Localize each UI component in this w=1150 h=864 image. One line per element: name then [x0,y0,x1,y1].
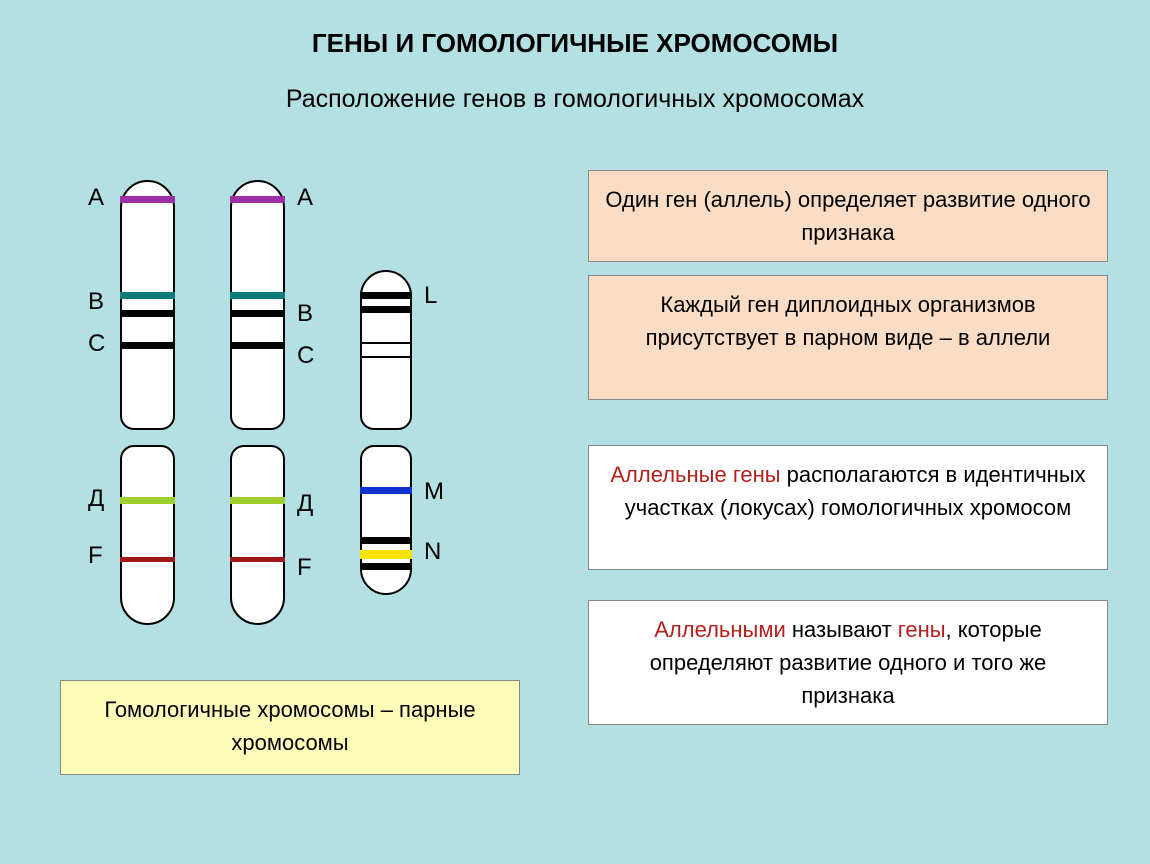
chromosome-diagram: ABCДFABCДFLMN [30,150,550,650]
gene-label: B [88,288,104,316]
gene-label: Д [88,485,104,513]
info-box-allelic-definition: Аллельными называют гены, которые опреде… [588,600,1108,725]
gene-band [360,342,412,344]
gene-label: L [424,282,437,310]
gene-band [230,292,285,299]
gene-band [230,557,285,562]
gene-label: Д [297,490,313,518]
gene-band [360,356,412,358]
info-box-diploid-pair: Каждый ген диплоидных организмов присутс… [588,275,1108,400]
term-allelic: Аллельными [654,617,786,642]
gene-band [360,537,412,544]
gene-band [120,342,175,349]
chromosome-arm-bottom [230,445,285,625]
info-box-mid: называют [786,617,898,642]
gene-label: N [424,538,441,566]
gene-band [230,196,285,203]
chromosome-arm-bottom [120,445,175,625]
gene-label: A [88,184,104,212]
gene-band [360,550,412,559]
gene-label: M [424,478,444,506]
info-box-homologous-definition: Гомологичные хромосомы – парные хромосом… [60,680,520,775]
term-genes: гены [898,617,946,642]
gene-band [360,306,412,313]
gene-band [120,497,175,504]
gene-band [230,497,285,504]
gene-band [230,310,285,317]
info-box-allelic-loci: Аллельные гены располагаются в идентичны… [588,445,1108,570]
gene-band [230,342,285,349]
gene-band [360,563,412,570]
chromosome-arm-top [120,180,175,430]
chromosome-arm-top [230,180,285,430]
gene-label: B [297,300,313,328]
term-allelic-genes: Аллельные гены [610,462,780,487]
gene-band [120,292,175,299]
gene-band [360,487,412,494]
chromosome-arm-bottom [360,445,412,595]
chromosome-arm-top [360,270,412,430]
gene-label: F [88,542,103,570]
gene-band [120,557,175,562]
gene-band [360,292,412,299]
gene-band [120,196,175,203]
gene-label: F [297,554,312,582]
info-box-allele-defines-trait: Один ген (аллель) определяет развитие од… [588,170,1108,262]
gene-label: C [88,330,105,358]
gene-label: A [297,184,313,212]
page-subtitle: Расположение генов в гомологичных хромос… [0,85,1150,114]
gene-label: C [297,342,314,370]
gene-band [120,310,175,317]
page-title: ГЕНЫ И ГОМОЛОГИЧНЫЕ ХРОМОСОМЫ [0,28,1150,59]
